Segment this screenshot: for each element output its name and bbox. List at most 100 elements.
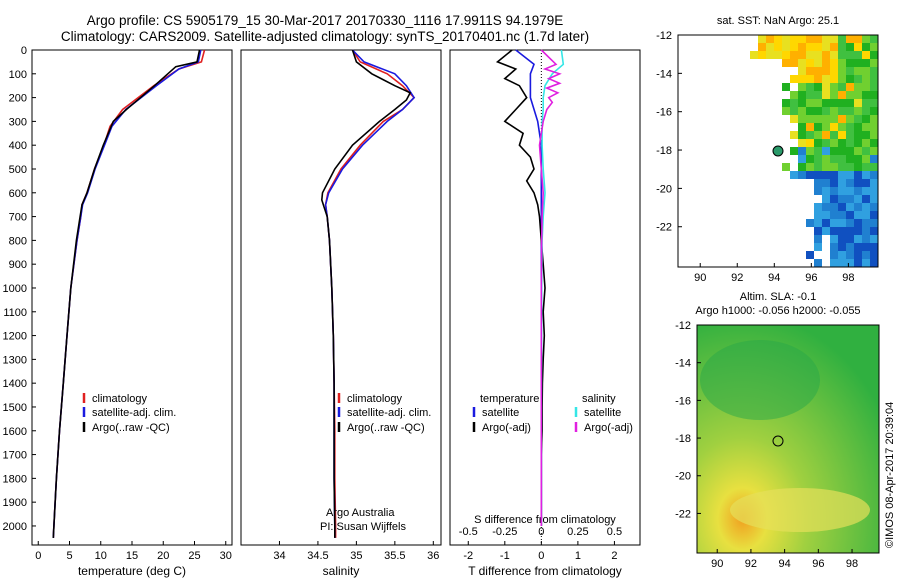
sst-pixel [822, 227, 830, 235]
sst-pixel [846, 91, 854, 99]
sst-pixel [750, 51, 758, 59]
x-tick-label: 30 [220, 550, 232, 562]
sst-pixel [854, 99, 862, 107]
sst-pixel [782, 163, 790, 171]
legend-argo: Argo(..raw -QC) [347, 422, 425, 434]
sst-pixel [830, 227, 838, 235]
sst-pixel [846, 147, 854, 155]
legend-climatology: climatology [347, 393, 403, 405]
y-tick-label: 700 [9, 212, 27, 224]
sst-pixel [838, 211, 846, 219]
sst-map-y-tick-label: -20 [656, 183, 672, 195]
x-tick-label: 36 [427, 550, 439, 562]
sst-pixel [854, 115, 862, 123]
sst-pixel [870, 219, 878, 227]
sst-pixel [854, 187, 862, 195]
x-tick-label: 25 [188, 550, 200, 562]
x2-tick-label: 0.25 [567, 526, 588, 538]
sst-pixel [830, 131, 838, 139]
x2-tick-label: 0 [538, 526, 544, 538]
sst-pixel [846, 75, 854, 83]
sst-pixel [830, 75, 838, 83]
sst-pixel [798, 59, 806, 67]
sst-pixel [790, 43, 798, 51]
sla-map-y-tick-label: -14 [675, 358, 691, 370]
sst-pixel [774, 51, 782, 59]
x2-axis-label: S difference from climatology [474, 514, 616, 526]
sst-pixel [830, 187, 838, 195]
sst-pixel [806, 91, 814, 99]
x-tick-label: 10 [95, 550, 107, 562]
sst-pixel [846, 123, 854, 131]
sst-map-x-tick-label: 98 [842, 272, 854, 284]
sla-map-x-tick-label: 96 [812, 558, 824, 570]
y-tick-label: 1900 [3, 497, 27, 509]
sst-pixel [790, 75, 798, 83]
sst-pixel [846, 51, 854, 59]
y-tick-label: 1100 [3, 307, 27, 319]
x2-tick-label: -0.25 [492, 526, 517, 538]
sst-pixel [806, 83, 814, 91]
sst-pixel [870, 163, 878, 171]
sst-pixel [798, 43, 806, 51]
sst-pixel [790, 35, 798, 43]
sst-map-y-tick-label: -18 [656, 145, 672, 157]
sst-pixel [862, 139, 870, 147]
sst-pixel [862, 211, 870, 219]
y-tick-label: 2000 [3, 521, 27, 533]
climatology-title: Climatology: CARS2009. Satellite-adjuste… [60, 29, 590, 44]
y-tick-label: 1700 [3, 450, 27, 462]
y-tick-label: 200 [9, 93, 27, 105]
sst-pixel [854, 259, 862, 267]
sst-pixel [822, 139, 830, 147]
sst-pixel [854, 67, 862, 75]
sst-pixel [822, 67, 830, 75]
sst-pixel [822, 163, 830, 171]
series-line [538, 49, 562, 526]
sst-pixel [830, 155, 838, 163]
sst-pixel [862, 195, 870, 203]
sst-pixel [782, 59, 790, 67]
sst-pixel [806, 107, 814, 115]
sst-pixel [838, 195, 846, 203]
y-tick-label: 1000 [3, 283, 27, 295]
sst-pixel [862, 51, 870, 59]
sst-pixel [830, 163, 838, 171]
sst-pixel [830, 171, 838, 179]
sst-pixel [870, 179, 878, 187]
sst-pixel [854, 83, 862, 91]
sst-pixel [838, 259, 846, 267]
sst-pixel [822, 51, 830, 59]
imos-credit: ©IMOS 08-Apr-2017 20:39:04 [884, 401, 896, 548]
sst-pixel [798, 107, 806, 115]
sst-pixel [862, 59, 870, 67]
series-line [515, 49, 543, 526]
sst-pixel [798, 91, 806, 99]
annotation-pi: PI: Susan Wijffels [320, 521, 406, 533]
sst-pixel [782, 107, 790, 115]
sst-pixel [798, 163, 806, 171]
sla-map-y-tick-label: -12 [675, 320, 691, 332]
panel-frame [31, 49, 233, 546]
sst-pixel [814, 35, 822, 43]
x2-tick-label: 0.5 [607, 526, 622, 538]
sst-pixel [846, 179, 854, 187]
sst-pixel [846, 99, 854, 107]
sst-pixel [822, 91, 830, 99]
x-tick-label: 0 [35, 550, 41, 562]
sst-pixel [838, 179, 846, 187]
sst-pixel [814, 123, 822, 131]
x-tick-label: 35 [350, 550, 362, 562]
sst-pixel [846, 139, 854, 147]
sst-pixel [846, 187, 854, 195]
sst-pixel [838, 139, 846, 147]
sst-pixel [862, 75, 870, 83]
sst-pixel [838, 107, 846, 115]
sst-pixel [838, 187, 846, 195]
sst-pixel [838, 163, 846, 171]
sst-pixel [854, 43, 862, 51]
sst-pixel [814, 131, 822, 139]
sst-pixel [774, 43, 782, 51]
y-tick-label: 900 [9, 259, 27, 271]
x-axis-label: salinity [323, 564, 360, 578]
